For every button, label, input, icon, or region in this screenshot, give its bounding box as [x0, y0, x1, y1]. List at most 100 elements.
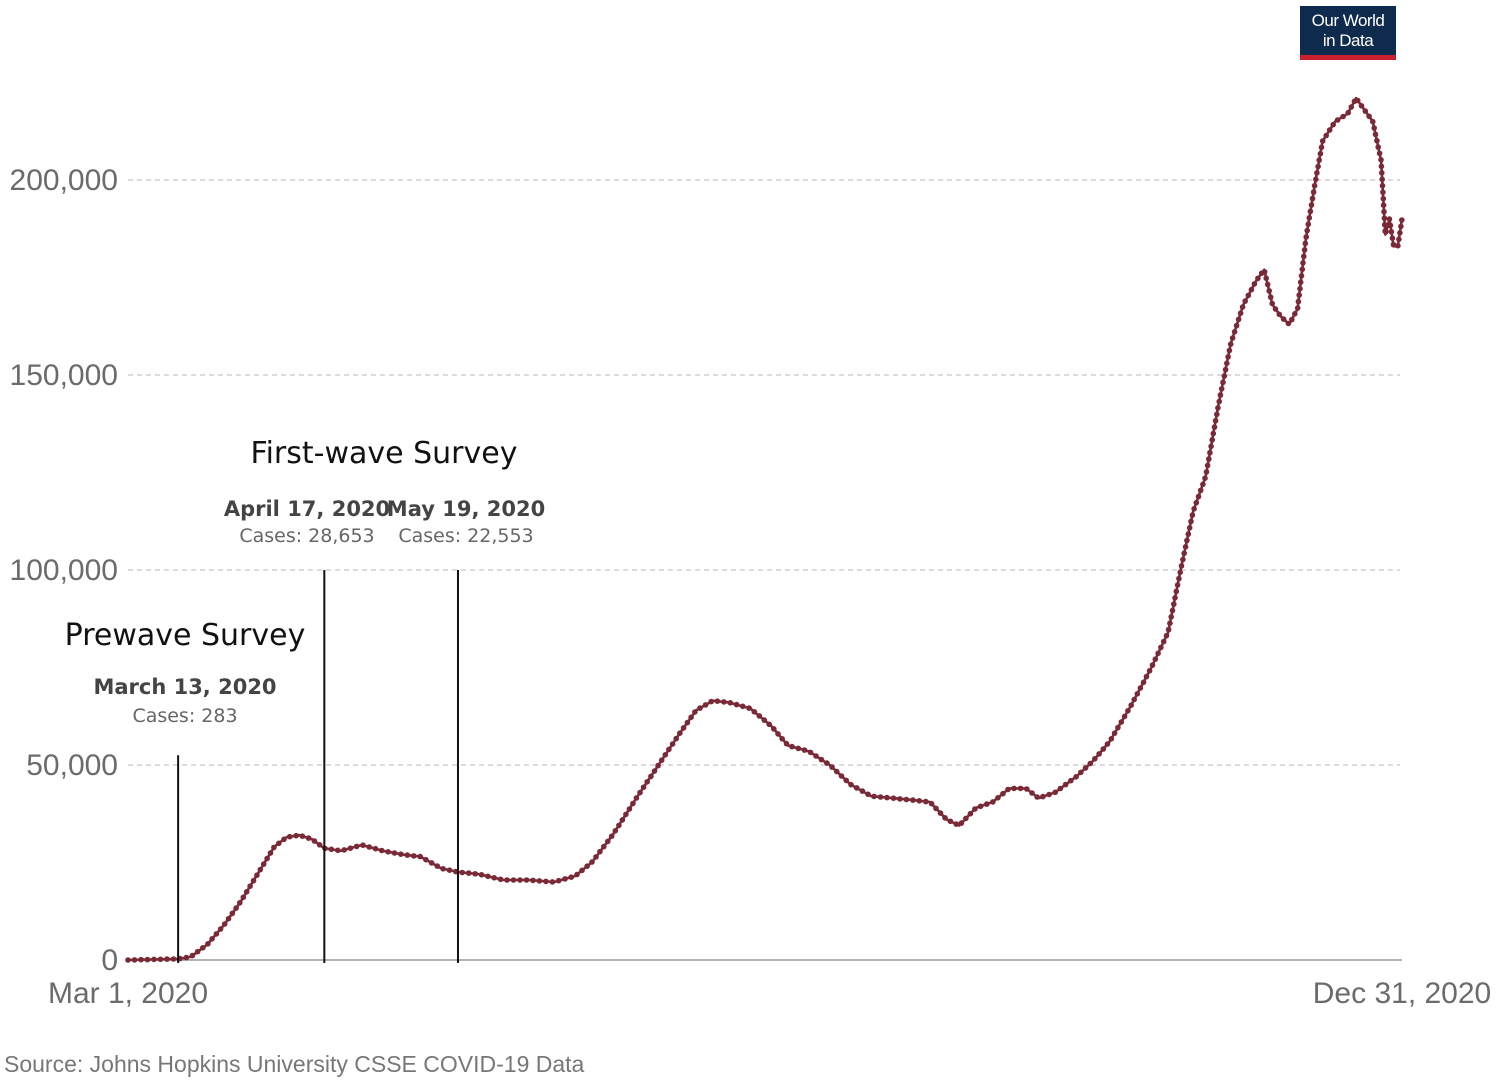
series-point	[903, 796, 910, 803]
y-tick-label: 150,000	[10, 359, 118, 392]
series-point	[472, 871, 479, 877]
series-point	[1292, 311, 1298, 317]
series-point	[1206, 456, 1212, 462]
series-point	[257, 866, 264, 873]
series-point	[616, 822, 622, 829]
our-world-in-data-logo[interactable]: Our World in Data	[1300, 6, 1396, 60]
series-point	[1374, 137, 1380, 144]
series-point	[1215, 405, 1221, 411]
series-point	[423, 856, 429, 863]
series-point	[1390, 241, 1397, 248]
series-point	[1173, 588, 1180, 595]
series-point	[1310, 189, 1317, 195]
series-point	[771, 726, 777, 732]
series-point	[708, 698, 714, 705]
series-point	[1193, 499, 1200, 506]
series-point	[1024, 786, 1030, 792]
series-point	[795, 745, 802, 752]
series-point	[1383, 228, 1389, 235]
series-point	[714, 698, 721, 704]
series-point	[684, 719, 691, 726]
series-point	[1266, 288, 1272, 294]
series-point	[669, 741, 676, 747]
series-point	[608, 833, 615, 839]
series-point	[1168, 614, 1174, 620]
series-point	[673, 735, 679, 742]
series-point	[209, 936, 215, 942]
series-point	[1068, 777, 1074, 784]
series-point	[378, 847, 385, 854]
series-point	[398, 851, 404, 857]
series-point	[335, 847, 341, 854]
series-point	[1174, 582, 1181, 588]
series-point	[1248, 286, 1255, 293]
series-point	[937, 810, 944, 816]
series-point	[1330, 121, 1336, 128]
series-point	[1108, 736, 1115, 742]
series-point	[843, 777, 849, 784]
series-point	[697, 705, 703, 711]
series-point	[1317, 150, 1324, 157]
series-point	[1225, 354, 1231, 360]
series-point	[977, 803, 984, 810]
series-point	[1011, 785, 1017, 792]
series-point	[775, 731, 781, 737]
series-point	[947, 818, 954, 825]
series-point	[1269, 300, 1275, 307]
series-point	[1381, 215, 1388, 221]
series-point	[829, 764, 835, 770]
series-point	[311, 838, 318, 844]
series-point	[1226, 347, 1233, 354]
series-point	[1224, 360, 1230, 367]
series-point	[440, 866, 446, 872]
series-point	[1227, 341, 1234, 348]
series-point	[1370, 118, 1376, 125]
series-point	[385, 849, 391, 855]
series-point	[1397, 230, 1403, 236]
series-point	[662, 752, 669, 758]
source-note: Source: Johns Hopkins University CSSE CO…	[4, 1051, 585, 1077]
series-point	[543, 878, 549, 885]
series-point	[200, 945, 206, 951]
series-point	[1125, 708, 1131, 714]
series-point	[281, 836, 287, 843]
series-point	[751, 709, 758, 715]
series-point	[1239, 304, 1246, 310]
x-tick-label: Dec 31, 2020	[1313, 977, 1491, 1010]
series-point	[485, 873, 491, 880]
series-point	[360, 842, 366, 848]
series-point	[890, 795, 897, 801]
y-grid	[128, 179, 1400, 766]
series-point	[1294, 305, 1301, 311]
y-tick-label: 50,000	[26, 749, 118, 782]
series-point	[1396, 236, 1402, 243]
series-point	[1297, 279, 1304, 286]
series-point	[680, 725, 687, 731]
series-point	[157, 956, 164, 963]
series-point	[630, 800, 636, 807]
series-point	[1242, 298, 1248, 304]
series-point	[1334, 117, 1341, 123]
series-point	[194, 948, 201, 955]
series-point	[1152, 656, 1159, 662]
series-point	[574, 871, 580, 878]
series-point	[1296, 292, 1302, 298]
series-point	[286, 833, 293, 840]
logo-line-1: Our World	[1311, 11, 1385, 30]
series-point	[1264, 281, 1271, 288]
series-point	[229, 910, 236, 917]
series-point	[1186, 525, 1193, 531]
series-point	[1302, 240, 1309, 247]
y-tick-label: 0	[101, 944, 118, 977]
series-point	[1280, 316, 1287, 322]
series-point	[1160, 638, 1167, 645]
series-point	[1005, 786, 1011, 793]
series-point	[1052, 789, 1058, 796]
series-point	[1169, 607, 1176, 614]
series-point	[1303, 234, 1309, 240]
series-point	[1319, 138, 1326, 144]
series-point	[1221, 373, 1228, 379]
series-point	[626, 806, 633, 812]
series-point	[1217, 392, 1224, 398]
series-point	[1300, 260, 1306, 266]
